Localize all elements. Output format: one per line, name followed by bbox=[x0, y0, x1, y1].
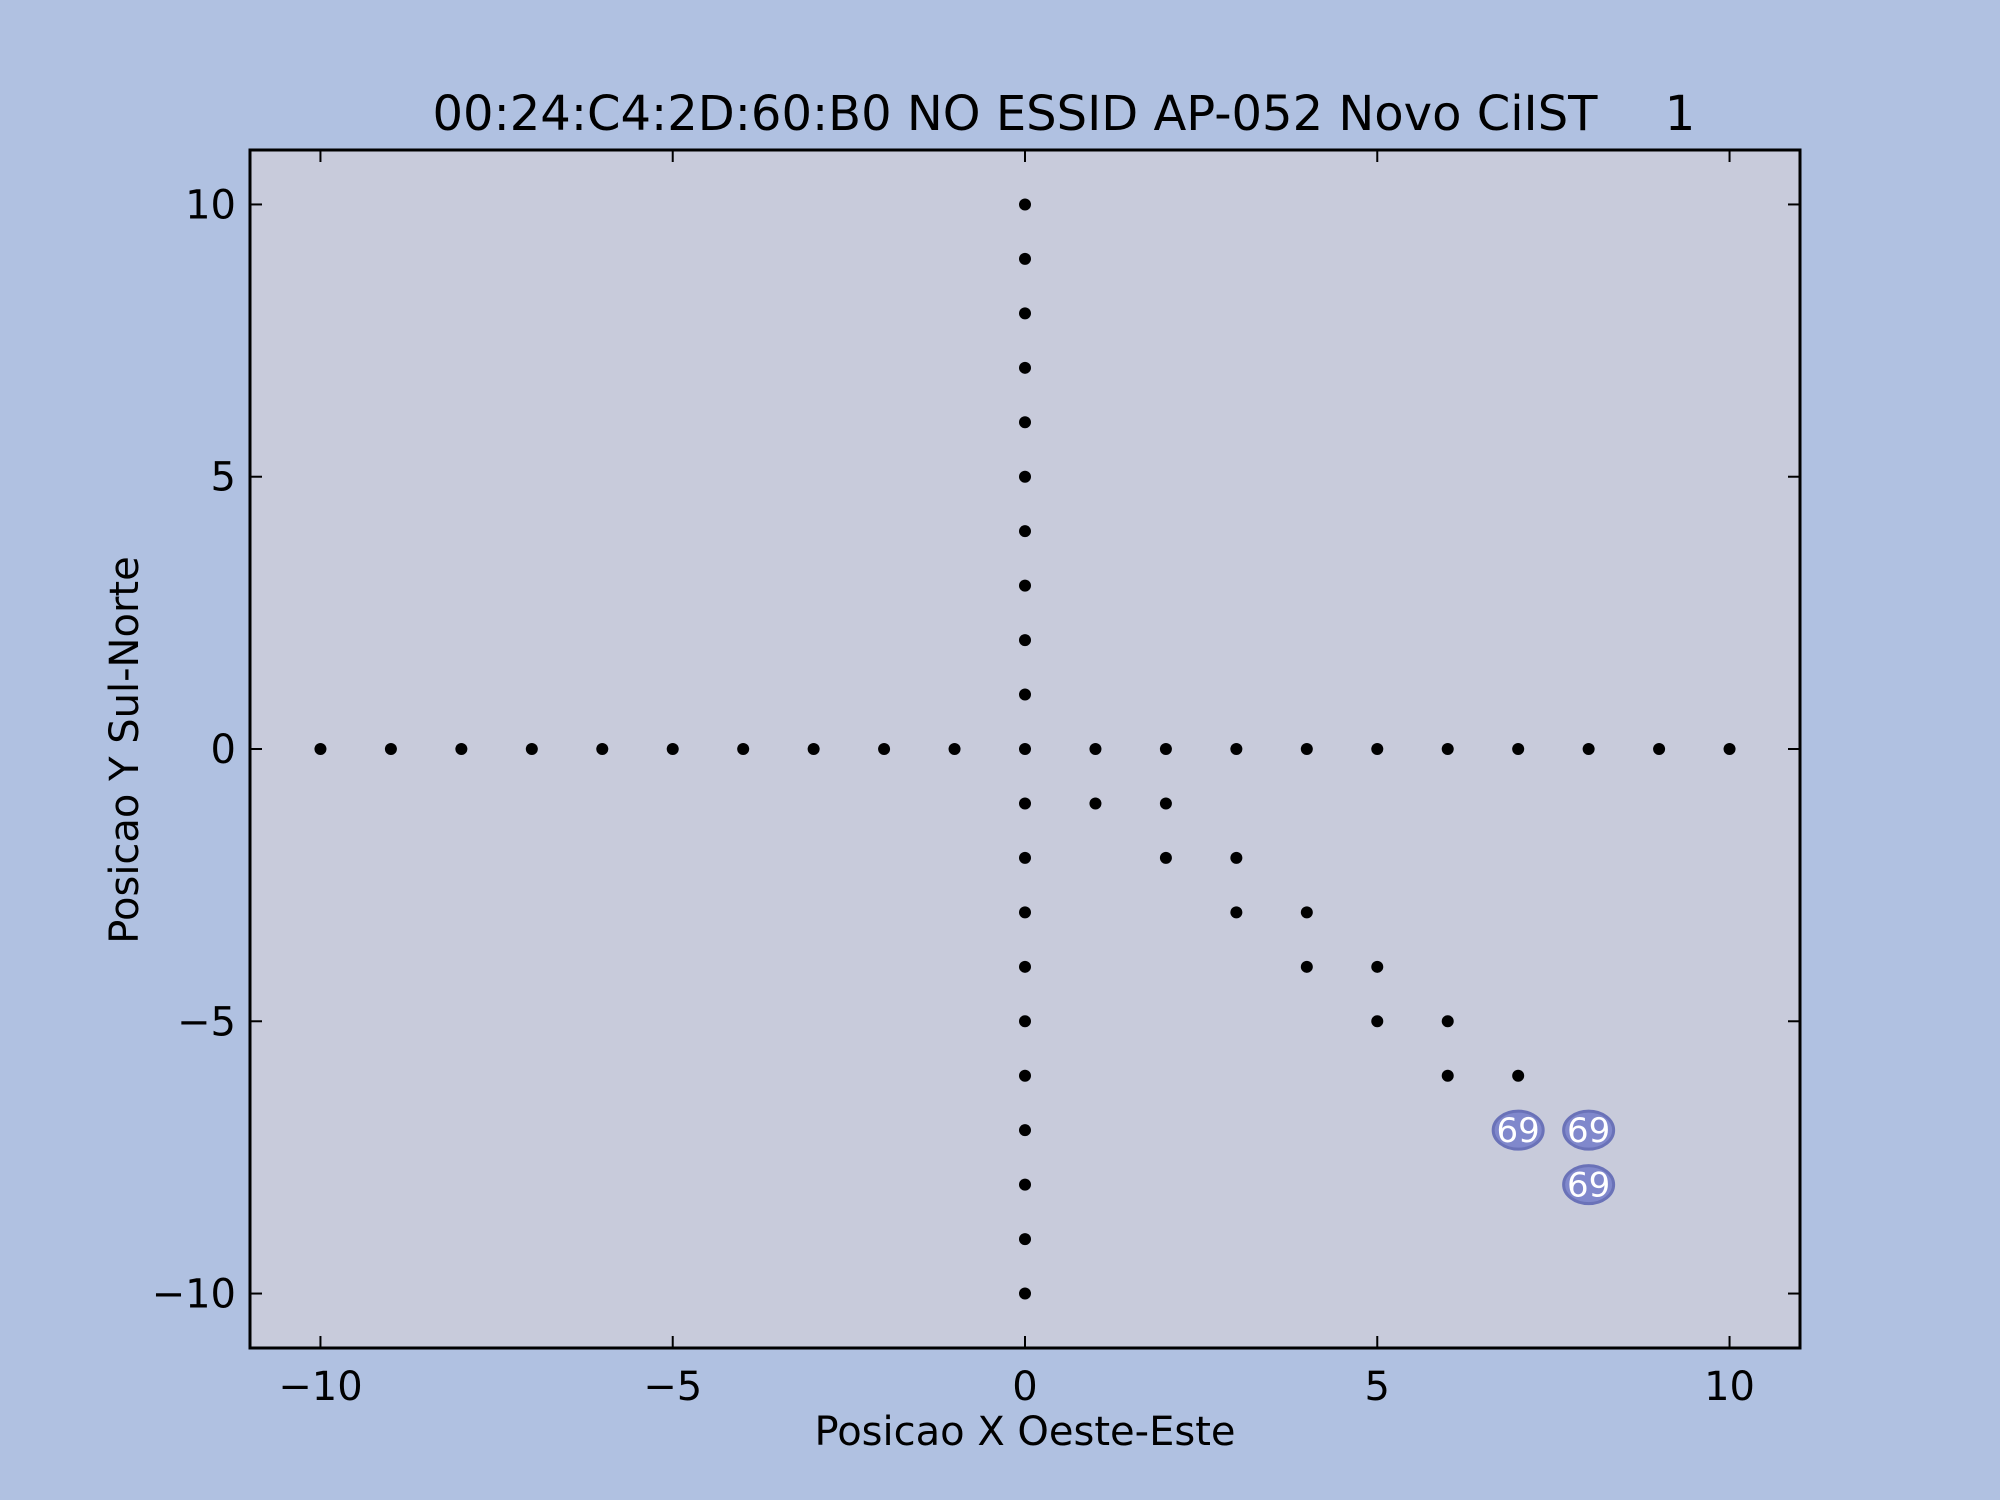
data-point bbox=[1019, 361, 1031, 374]
data-point bbox=[1582, 743, 1595, 755]
data-point bbox=[1019, 307, 1031, 320]
annotations: 69 69 69 bbox=[1491, 1109, 1616, 1206]
data-point bbox=[1019, 525, 1031, 538]
tick-labels: −10 −5 0 5 10 10 5 0 −5 −10 bbox=[152, 182, 1755, 1410]
data-point bbox=[1371, 1015, 1384, 1028]
annotation-bubble bbox=[1562, 1109, 1616, 1151]
data-point bbox=[1441, 1069, 1454, 1082]
data-point bbox=[1230, 743, 1243, 755]
data-point bbox=[384, 743, 397, 755]
data-point bbox=[1019, 1233, 1031, 1246]
data-point bbox=[1019, 1015, 1031, 1028]
data-point bbox=[1019, 1069, 1031, 1082]
data-point bbox=[1159, 797, 1172, 810]
annotation-label: 69 bbox=[1567, 1166, 1610, 1206]
data-point bbox=[1019, 252, 1031, 265]
data-point bbox=[525, 743, 538, 755]
data-point bbox=[1019, 906, 1031, 919]
data-point bbox=[1441, 1015, 1454, 1028]
data-point bbox=[1441, 743, 1454, 755]
data-point bbox=[1300, 743, 1313, 755]
data-point bbox=[1019, 851, 1031, 864]
data-point bbox=[1019, 743, 1031, 755]
y-tick-label: −10 bbox=[152, 1272, 236, 1318]
data-point bbox=[1019, 688, 1031, 701]
data-point bbox=[1230, 906, 1243, 919]
data-point bbox=[1512, 743, 1525, 755]
data-point bbox=[1653, 743, 1666, 755]
x-tick-label: 5 bbox=[1365, 1364, 1390, 1410]
point-annotation: 69 bbox=[1491, 1109, 1545, 1151]
data-point bbox=[1371, 960, 1384, 973]
x-tick-label: −10 bbox=[278, 1364, 362, 1410]
data-point bbox=[1300, 960, 1313, 973]
data-point bbox=[1019, 198, 1031, 211]
data-point bbox=[455, 743, 468, 755]
data-point bbox=[1019, 1178, 1031, 1191]
axis-ticks bbox=[250, 150, 1800, 1348]
point-annotation: 69 bbox=[1562, 1109, 1616, 1151]
data-point bbox=[1089, 797, 1102, 810]
data-point bbox=[878, 743, 891, 755]
chart-title: 00:24:C4:2D:60:B0 NO ESSID AP-052 Novo C… bbox=[433, 86, 1599, 142]
data-point bbox=[807, 743, 820, 755]
data-point bbox=[1019, 416, 1031, 429]
x-tick-label: 10 bbox=[1704, 1364, 1755, 1410]
data-point bbox=[737, 743, 750, 755]
data-point bbox=[1371, 743, 1384, 755]
annotation-bubble bbox=[1562, 1164, 1616, 1206]
x-axis-label: Posicao X Oeste-Este bbox=[815, 1409, 1236, 1455]
annotation-bubble bbox=[1491, 1109, 1545, 1151]
annotation-label: 69 bbox=[1497, 1111, 1540, 1151]
data-point bbox=[1159, 743, 1172, 755]
data-point bbox=[1019, 1124, 1031, 1137]
data-point bbox=[1019, 1287, 1031, 1300]
y-axis-label: Posicao Y Sul-Norte bbox=[102, 556, 148, 943]
y-tick-label: −5 bbox=[177, 999, 236, 1045]
data-point bbox=[666, 743, 679, 755]
plot-frame bbox=[248, 148, 1802, 1350]
data-point bbox=[1159, 851, 1172, 864]
data-point bbox=[1019, 960, 1031, 973]
data-point bbox=[1512, 1069, 1525, 1082]
data-point bbox=[948, 743, 961, 755]
data-point bbox=[1019, 470, 1031, 483]
y-tick-label: 10 bbox=[185, 182, 236, 228]
annotation-label: 69 bbox=[1567, 1111, 1610, 1151]
data-point bbox=[1230, 851, 1243, 864]
point-annotation: 69 bbox=[1562, 1164, 1616, 1206]
data-point bbox=[1723, 743, 1736, 755]
x-tick-label: −5 bbox=[643, 1364, 702, 1410]
y-tick-label: 5 bbox=[211, 455, 236, 501]
data-point bbox=[1019, 579, 1031, 592]
x-tick-label: 0 bbox=[1012, 1364, 1037, 1410]
data-point bbox=[1019, 634, 1031, 647]
data-point bbox=[1300, 906, 1313, 919]
chart-title-suffix: 1 bbox=[1665, 86, 1696, 142]
data-point bbox=[1019, 797, 1031, 810]
y-tick-label: 0 bbox=[211, 727, 236, 773]
data-point bbox=[596, 743, 609, 755]
data-point bbox=[314, 743, 327, 755]
data-point bbox=[1089, 743, 1102, 755]
